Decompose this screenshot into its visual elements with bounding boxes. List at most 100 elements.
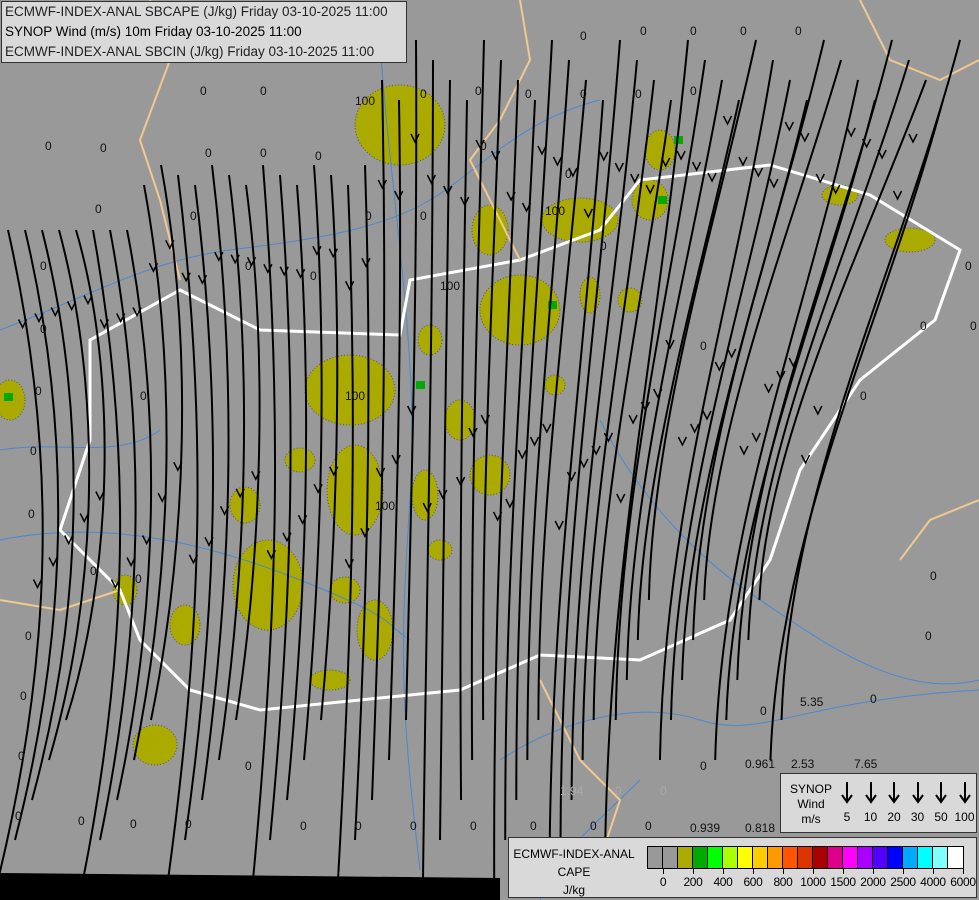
streamline-arrow-icon — [660, 157, 671, 168]
wind-legend-item: 20 — [882, 782, 906, 824]
streamline — [625, 79, 723, 681]
contour-label: 0 — [920, 319, 927, 333]
contour-label: 0 — [600, 239, 607, 253]
wind-legend-title-2: Wind — [797, 797, 825, 811]
faded-contour-label: 1.94 — [560, 784, 584, 798]
streamline-arrow-icon — [640, 401, 651, 412]
streamline-arrow-icon — [702, 410, 712, 421]
arrow-down-icon — [958, 782, 971, 804]
cape-color-box — [648, 847, 663, 868]
streamline-arrow-icon — [475, 139, 485, 150]
cape-color-box — [903, 847, 918, 868]
streamline-arrow-icon — [116, 313, 126, 324]
cape-high-area — [674, 136, 683, 144]
contour-label: 100 — [375, 499, 395, 513]
cape-tick — [663, 869, 664, 874]
contour-label: 0 — [645, 819, 652, 833]
streamline-arrow-icon — [566, 471, 577, 482]
contour-label: 0 — [410, 819, 417, 833]
contour-label: 0 — [525, 87, 532, 101]
cape-color-box — [768, 847, 783, 868]
streamline-arrow-icon — [628, 414, 638, 425]
wind-speed-label: 20 — [887, 810, 901, 824]
faded-contour-label: 0 — [660, 784, 667, 798]
wind-speed-label: 100 — [954, 810, 975, 824]
cape-high-area — [4, 393, 13, 401]
streamline-arrow-icon — [537, 145, 547, 156]
contour-label: 100 — [345, 389, 365, 403]
streamline-arrow-icon — [468, 427, 478, 438]
wind-legend-item: 50 — [929, 782, 953, 824]
cape-tick — [693, 869, 694, 874]
cape-color-box — [738, 847, 753, 868]
cape-area — [232, 539, 304, 631]
streamline-arrow-icon — [583, 208, 594, 219]
contour-label: 0 — [480, 139, 487, 153]
contour-label: 0 — [420, 209, 427, 223]
streamline — [592, 99, 672, 721]
streamline-arrow-icon — [603, 432, 614, 443]
wind-streamlines — [0, 39, 961, 881]
streamline-arrow-icon — [738, 156, 748, 167]
contour-label: 0 — [590, 819, 597, 833]
cape-area — [304, 354, 396, 426]
streamline — [504, 99, 536, 841]
streamline-arrow-icon — [235, 488, 245, 499]
contour-label: 0 — [135, 572, 142, 586]
streamline-arrow-icon — [50, 307, 60, 318]
country-border — [899, 499, 979, 561]
streamline — [780, 39, 961, 721]
contour-label: 2.53 — [791, 757, 815, 771]
streamline-arrow-icon — [34, 313, 44, 324]
contour-label: 0 — [260, 146, 267, 160]
streamline-arrow-icon — [344, 558, 354, 569]
streamline-arrow-icon — [815, 173, 825, 184]
contour-label: 0 — [140, 389, 147, 403]
streamline-arrow-icon — [95, 491, 105, 502]
streamline — [758, 79, 927, 601]
cape-tick — [873, 869, 874, 874]
streamline-arrow-icon — [251, 470, 261, 481]
contour-label: 0 — [25, 629, 32, 643]
contour-label: 0 — [635, 87, 642, 101]
contour-label: 0 — [300, 819, 307, 833]
contour-label: 0 — [205, 146, 212, 160]
contour-label: 0 — [78, 814, 85, 828]
contour-label: 0 — [760, 704, 767, 718]
cape-color-box — [753, 847, 768, 868]
contour-label: 0 — [40, 259, 47, 273]
streamline-arrow-icon — [422, 502, 432, 513]
streamline-arrow-icon — [110, 579, 121, 590]
streamline-arrow-icon — [219, 505, 230, 516]
cape-color-box — [708, 847, 723, 868]
streamline-arrow-icon — [406, 405, 417, 416]
wind-legend-title: SYNOP Wind m/s — [785, 782, 837, 827]
streamline-arrow-icon — [263, 263, 273, 274]
cape-area — [284, 447, 316, 473]
cape-area — [821, 184, 859, 206]
streamline-arrow-icon — [542, 423, 552, 434]
contour-label: 0 — [740, 24, 747, 38]
cape-tick — [963, 869, 964, 874]
streamline-arrow-icon — [126, 557, 136, 568]
streamline-arrow-icon — [676, 150, 686, 161]
streamline-arrow-icon — [361, 257, 371, 268]
contour-label: 0 — [965, 259, 972, 273]
contour-label: 0 — [475, 84, 482, 98]
cape-area — [229, 486, 261, 524]
contour-label: 0.961 — [745, 757, 775, 771]
streamline — [422, 59, 434, 881]
streamline-arrow-icon — [846, 127, 856, 138]
cape-color-box — [843, 847, 858, 868]
streamline-arrow-icon — [554, 520, 564, 531]
contour-label: 0 — [355, 819, 362, 833]
contour-label: 7.65 — [854, 757, 878, 771]
country-border — [859, 0, 979, 82]
cape-area — [132, 724, 178, 766]
streamline-arrow-icon — [391, 454, 401, 465]
streamline — [559, 39, 621, 841]
cape-area — [427, 539, 453, 561]
streamline-arrow-icon — [665, 339, 675, 350]
streamline-arrow-icon — [579, 458, 589, 469]
